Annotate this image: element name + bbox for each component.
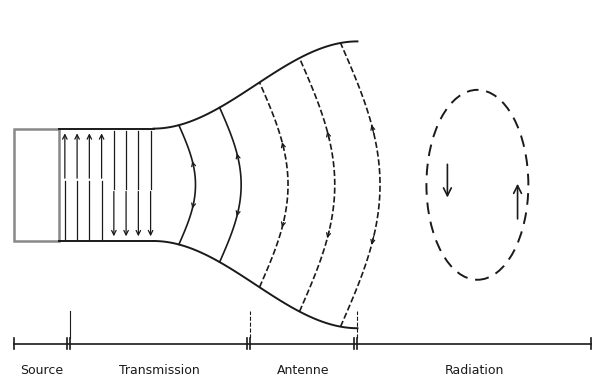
FancyBboxPatch shape xyxy=(14,129,59,241)
Text: Source: Source xyxy=(20,364,63,377)
Text: Antenne: Antenne xyxy=(277,364,330,377)
Text: Transmission: Transmission xyxy=(119,364,200,377)
Text: Radiation: Radiation xyxy=(445,364,504,377)
